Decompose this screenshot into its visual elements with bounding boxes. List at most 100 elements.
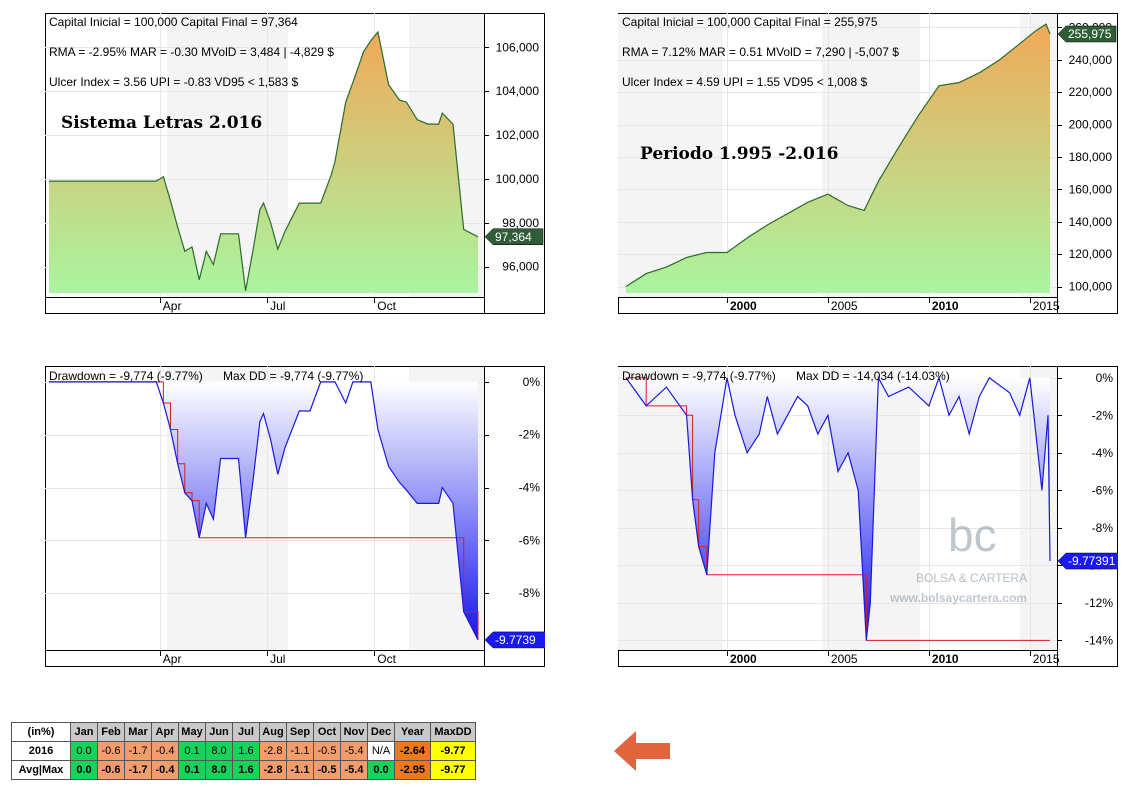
table-header: Oct: [313, 722, 341, 742]
table-header: May: [178, 722, 206, 742]
x-tick-label: Oct: [377, 299, 396, 313]
y-tick-label: 98,000: [502, 216, 539, 230]
x-tick-label: 2005: [831, 652, 858, 666]
table-header: Feb: [97, 722, 125, 742]
table-header: Dec: [367, 722, 395, 742]
chart-annotation: Sistema Letras 2.016: [61, 113, 262, 133]
table-header: Jan: [70, 722, 98, 742]
x-tick-label: 2000: [730, 652, 757, 666]
equity-chart-1995-2016: 100,000 120,000 140,000 160,000 180,000 200,0…: [618, 13, 1118, 314]
table-header: MaxDD: [430, 722, 476, 742]
y-tick-label: 104,000: [496, 84, 540, 98]
x-tick-label: Apr: [163, 299, 182, 313]
arrow-shape: [614, 731, 670, 771]
x-tick-label: Oct: [377, 652, 396, 666]
last-value-badge: [1057, 552, 1118, 570]
drawdown-chart-1995-2016: 0%-2%-4%-6%-8%-10%-12%-14% 2000200520102…: [618, 366, 1118, 667]
table-row: Avg|Max 0.0 -0.6 -1.7 -0.4 0.1 8.0 1.6 -…: [11, 760, 476, 780]
x-tick-label: Apr: [163, 652, 182, 666]
info-line-1: Capital Inicial = 100,000 Capital Final …: [622, 15, 878, 29]
info-line-3: Ulcer Index = 4.59 UPI = 1.55 VD95 < 1,0…: [622, 75, 867, 89]
y-tick-label: 106,000: [496, 40, 540, 54]
y-tick-label: 100,000: [1069, 280, 1113, 294]
x-tick-label: 2015: [1033, 299, 1060, 313]
y-tick-label: 102,000: [496, 128, 540, 142]
table-cell: N/A: [367, 741, 395, 761]
shaded-period: [618, 14, 723, 297]
y-tick-label: 180,000: [1069, 150, 1113, 164]
table-header: Nov: [340, 722, 368, 742]
y-tick-label: -14%: [1085, 633, 1113, 647]
brand-name: BOLSA & CARTERA: [916, 571, 1027, 585]
table-cell: -5.4: [340, 741, 368, 761]
y-tick-label: -6%: [1092, 483, 1114, 497]
equity-chart-1995-2016-svg: 100,000 120,000 140,000 160,000 180,000 200,0…: [618, 13, 1118, 314]
y-tick-label: -8%: [1092, 521, 1114, 535]
y-tick-label: -4%: [519, 481, 541, 495]
table-cell: -2.95: [394, 760, 431, 780]
drawdown-chart-2016-svg: 0% -2% -4% -6% -8% Apr Jul Oct Drawdown = -9,7…: [45, 366, 545, 667]
drawdown-area: [49, 381, 478, 640]
drawdown-info: Drawdown = -9,774 (-9.77%): [49, 369, 203, 383]
y-tick-label: -2%: [1092, 408, 1114, 422]
table-cell: -1.1: [286, 760, 314, 780]
maxdd-info: Max DD = -14,034 (-14.03%): [796, 369, 950, 383]
last-value-badge: [1057, 25, 1117, 43]
table-header: Apr: [151, 722, 179, 742]
last-value-badge: [484, 228, 544, 246]
table-cell: 0.1: [178, 760, 206, 780]
equity-chart-2016: 96,000 98,000 100,000 102,000 104,000 106,000…: [45, 13, 545, 314]
table-cell: 8.0: [205, 760, 233, 780]
row-label: 2016: [11, 741, 71, 761]
table-cell: -0.5: [313, 760, 341, 780]
info-line-3: Ulcer Index = 3.56 UPI = -0.83 VD95 < 1,…: [49, 75, 298, 89]
brand-logo-glyph: bc: [948, 509, 997, 561]
table-cell: -0.5: [313, 741, 341, 761]
info-line-2: RMA = -2.95% MAR = -0.30 MVolD = 3,484 |…: [49, 45, 334, 59]
maxdd-info: Max DD = -9,774 (-9.77%): [223, 369, 363, 383]
last-value-badge: [484, 631, 545, 649]
x-tick-label: Jul: [270, 652, 285, 666]
x-tick-label: Jul: [270, 299, 285, 313]
series-line: [49, 381, 479, 641]
series-line: [625, 23, 1051, 288]
table-cell: 1.6: [232, 760, 260, 780]
y-tick-label: 160,000: [1069, 182, 1113, 196]
table-cell: -9.77: [430, 741, 476, 761]
drawdown-chart-2016: 0% -2% -4% -6% -8% Apr Jul Oct Drawdown = -9,7…: [45, 366, 545, 667]
table-cell: -0.6: [97, 741, 125, 761]
y-tick-label: -12%: [1085, 596, 1113, 610]
table-row: 2016 0.0 -0.6 -1.7 -0.4 0.1 8.0 1.6 -2.8…: [11, 741, 476, 761]
x-tick-label: 2005: [831, 299, 858, 313]
table-cell: 8.0: [205, 741, 233, 761]
last-value-label: 97,364: [495, 230, 532, 244]
info-line-2: RMA = 7.12% MAR = 0.51 MVolD = 7,290 | -…: [622, 45, 899, 59]
table-cell: -5.4: [340, 760, 368, 780]
table-cell: -0.4: [151, 760, 179, 780]
y-tick-label: 100,000: [496, 172, 540, 186]
last-value-label: -9.77391: [1068, 554, 1116, 568]
y-tick-label: 200,000: [1069, 118, 1113, 132]
table-cell: -1.7: [124, 760, 152, 780]
info-line-1: Capital Inicial = 100,000 Capital Final …: [49, 15, 298, 29]
table-cell: -2.8: [259, 760, 287, 780]
y-tick-label: 240,000: [1069, 53, 1113, 67]
table-cell: -0.6: [97, 760, 125, 780]
table-header: (in%): [11, 722, 71, 742]
chart-annotation: Periodo 1.995 -2.016: [640, 144, 838, 164]
y-tick-label: 220,000: [1069, 85, 1113, 99]
drawdown-chart-1995-2016-svg: 0%-2%-4%-6%-8%-10%-12%-14% 2000200520102…: [618, 366, 1118, 667]
series-line: [625, 375, 1051, 641]
equity-area: [626, 24, 1050, 293]
table-cell: 0.0: [367, 760, 395, 780]
arrow-left-icon: [614, 731, 670, 771]
y-tick-label: -8%: [519, 586, 541, 600]
y-tick-label: -4%: [1092, 446, 1114, 460]
brand-url: www.bolsaycartera.com: [889, 591, 1027, 605]
row-label: Avg|Max: [11, 760, 71, 780]
last-value-label: 255,975: [1068, 27, 1112, 41]
table-cell: 1.6: [232, 741, 260, 761]
table-cell: 0.0: [70, 760, 98, 780]
y-tick-label: 0%: [1096, 371, 1114, 385]
table-cell: -2.8: [259, 741, 287, 761]
